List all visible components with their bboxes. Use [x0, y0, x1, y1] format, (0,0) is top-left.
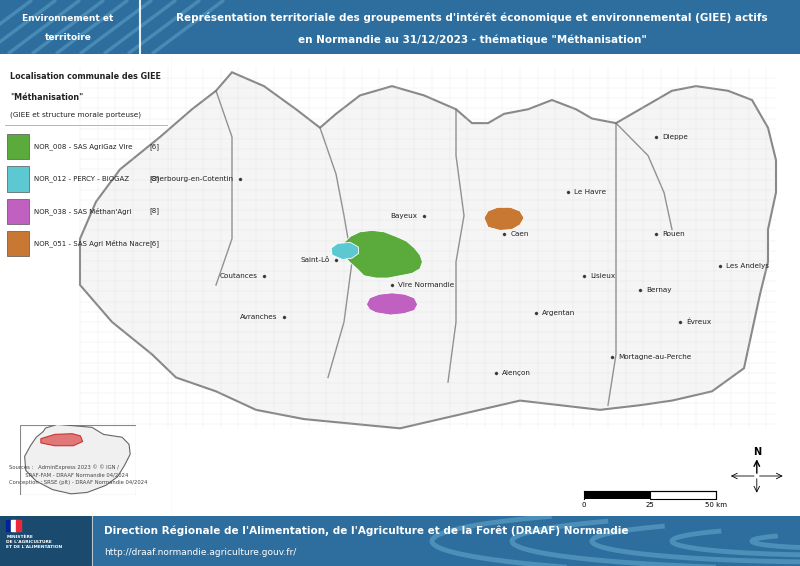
Text: en Normandie au 31/12/2023 - thématique "Méthanisation": en Normandie au 31/12/2023 - thématique … [298, 34, 646, 45]
Text: NOR_008 - SAS AgriGaz Vire: NOR_008 - SAS AgriGaz Vire [34, 143, 133, 149]
Text: NOR_038 - SAS Méthan'Agri: NOR_038 - SAS Méthan'Agri [34, 207, 132, 215]
Text: Alençon: Alençon [502, 370, 531, 376]
Text: http://draaf.normandie.agriculture.gouv.fr/: http://draaf.normandie.agriculture.gouv.… [104, 547, 296, 556]
Polygon shape [25, 424, 130, 494]
Polygon shape [80, 72, 776, 428]
Bar [7, 231, 30, 256]
Text: Coutances: Coutances [219, 273, 258, 278]
Text: [8]: [8] [150, 175, 160, 182]
Bar [584, 491, 650, 499]
Bar [7, 199, 30, 224]
Text: territoire: territoire [45, 33, 91, 42]
Text: Les Andelys: Les Andelys [726, 264, 770, 269]
Polygon shape [366, 293, 418, 315]
Text: Localisation communale des GIEE: Localisation communale des GIEE [10, 72, 161, 82]
Polygon shape [484, 207, 524, 230]
Text: 25: 25 [646, 502, 654, 508]
Text: Cherbourg-en-Cotentin: Cherbourg-en-Cotentin [150, 175, 234, 182]
Text: 0: 0 [582, 502, 586, 508]
Text: Saint-Lô: Saint-Lô [300, 256, 330, 263]
Text: (GIEE et structure morale porteuse): (GIEE et structure morale porteuse) [10, 112, 142, 118]
Text: 50 km: 50 km [705, 502, 727, 508]
Text: Mortagne-au-Perche: Mortagne-au-Perche [618, 354, 692, 359]
Text: Argentan: Argentan [542, 310, 576, 316]
Bar [16, 520, 21, 531]
Bar [650, 491, 716, 499]
Text: NOR_012 - PERCY - BIOGAZ: NOR_012 - PERCY - BIOGAZ [34, 175, 130, 182]
Text: Caen: Caen [510, 231, 529, 237]
Text: Avranches: Avranches [240, 314, 278, 320]
Text: [8]: [8] [150, 208, 160, 215]
Text: Représentation territoriale des groupements d'intérêt économique et environnemen: Représentation territoriale des groupeme… [176, 12, 768, 23]
Text: Dieppe: Dieppe [662, 134, 688, 140]
Text: Le Havre: Le Havre [574, 190, 606, 195]
Text: Évreux: Évreux [686, 319, 711, 325]
Text: Environnement et: Environnement et [22, 14, 114, 23]
Text: N: N [753, 447, 761, 457]
Polygon shape [41, 434, 82, 446]
Text: Sources :   AdminExpress 2023 © © IGN /
          SRAF-FAM - DRAAF Normandie 04/: Sources : AdminExpress 2023 © © IGN / SR… [9, 464, 147, 485]
Bar [7, 166, 30, 191]
Text: Vire Normandie: Vire Normandie [398, 282, 454, 288]
Text: NOR_051 - SAS Agri Métha Nacre: NOR_051 - SAS Agri Métha Nacre [34, 239, 150, 247]
Text: Direction Régionale de l'Alimentation, de l'Agriculture et de la Forêt (DRAAF) N: Direction Régionale de l'Alimentation, d… [104, 526, 629, 537]
Polygon shape [331, 242, 358, 260]
Text: Rouen: Rouen [662, 231, 685, 237]
Bar [11, 520, 16, 531]
Text: [6]: [6] [150, 143, 160, 149]
Text: Bayeux: Bayeux [390, 213, 418, 218]
Bar [7, 134, 30, 159]
Bar [0, 516, 92, 566]
Text: "Méthanisation": "Méthanisation" [10, 93, 83, 102]
Text: [6]: [6] [150, 240, 160, 247]
Text: MINISTÈRE
DE L'AGRICULTURE
ET DE L'ALIMENTATION: MINISTÈRE DE L'AGRICULTURE ET DE L'ALIME… [6, 535, 62, 548]
Text: Lisieux: Lisieux [590, 273, 615, 278]
Text: Bernay: Bernay [646, 286, 672, 293]
Bar [6, 520, 11, 531]
Polygon shape [342, 230, 422, 278]
